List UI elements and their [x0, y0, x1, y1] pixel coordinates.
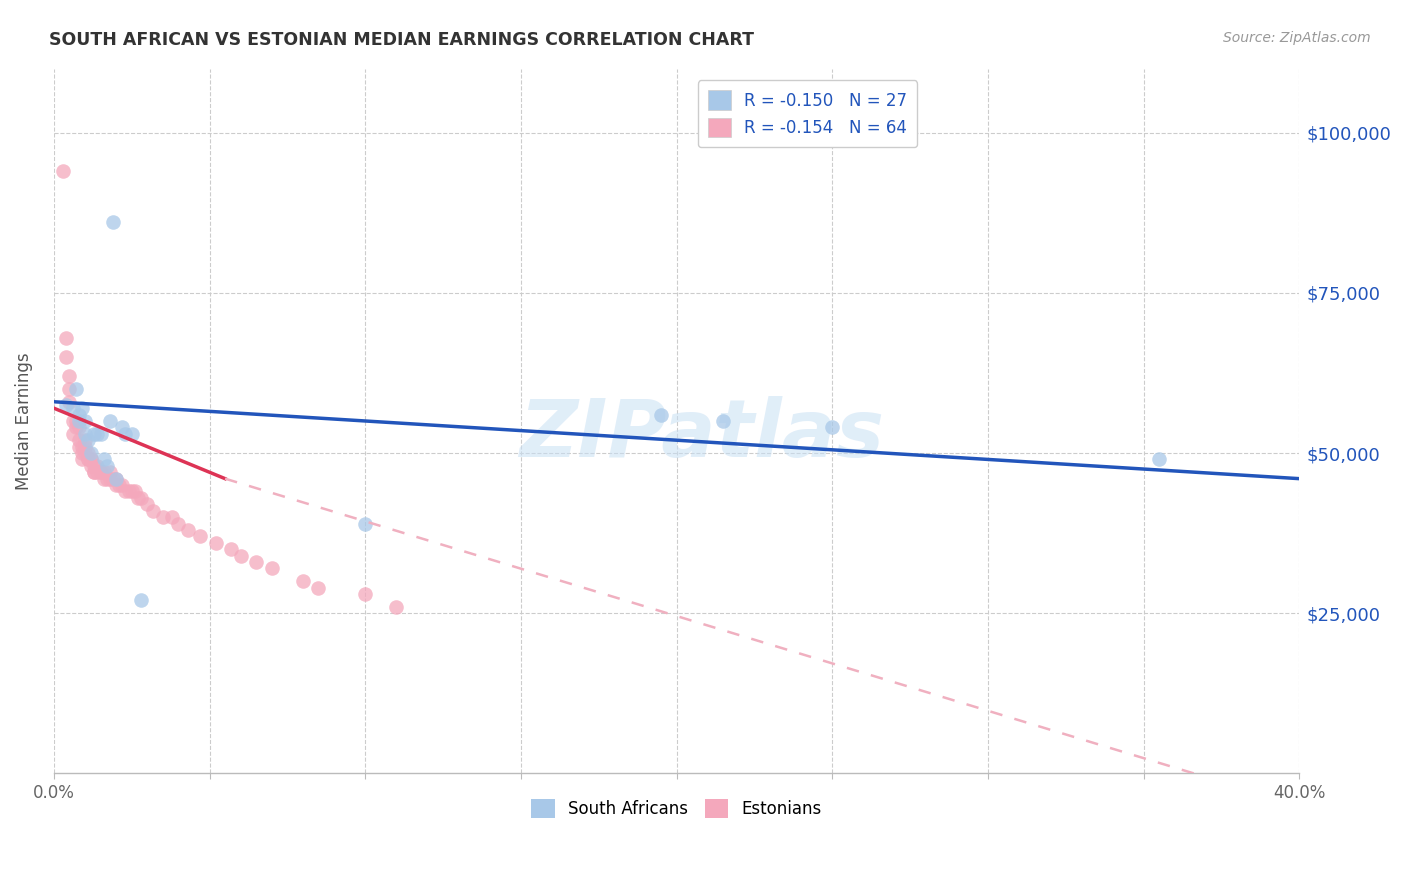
- Point: [711, 414, 734, 428]
- Point: [90, 426, 112, 441]
- Point: [67, 433, 90, 447]
- Point: [83, 458, 105, 473]
- Point: [98, 465, 121, 479]
- Point: [204, 535, 226, 549]
- Point: [58, 394, 80, 409]
- Point: [67, 414, 90, 428]
- Point: [142, 504, 165, 518]
- Point: [105, 478, 128, 492]
- Point: [83, 426, 105, 441]
- Point: [62, 401, 84, 416]
- Point: [77, 452, 100, 467]
- Point: [90, 465, 112, 479]
- Point: [90, 465, 112, 479]
- Point: [291, 574, 314, 589]
- Point: [86, 465, 108, 479]
- Point: [188, 529, 211, 543]
- Text: ZIPatlas: ZIPatlas: [519, 396, 884, 474]
- Point: [93, 465, 115, 479]
- Point: [111, 478, 134, 492]
- Point: [152, 510, 174, 524]
- Point: [129, 491, 152, 505]
- Point: [62, 426, 84, 441]
- Point: [86, 458, 108, 473]
- Point: [124, 484, 146, 499]
- Point: [177, 523, 200, 537]
- Point: [58, 369, 80, 384]
- Point: [229, 549, 252, 563]
- Point: [86, 426, 108, 441]
- Point: [93, 452, 115, 467]
- Point: [67, 440, 90, 454]
- Point: [1147, 452, 1170, 467]
- Point: [70, 401, 93, 416]
- Y-axis label: Median Earnings: Median Earnings: [15, 352, 32, 490]
- Point: [73, 426, 96, 441]
- Point: [385, 599, 408, 614]
- Point: [65, 414, 87, 428]
- Point: [96, 458, 118, 473]
- Point: [96, 472, 118, 486]
- Point: [83, 465, 105, 479]
- Point: [83, 465, 105, 479]
- Point: [55, 331, 77, 345]
- Point: [98, 472, 121, 486]
- Point: [101, 472, 124, 486]
- Point: [73, 446, 96, 460]
- Point: [101, 215, 124, 229]
- Point: [55, 398, 77, 412]
- Point: [70, 452, 93, 467]
- Point: [245, 555, 267, 569]
- Point: [167, 516, 190, 531]
- Point: [73, 440, 96, 454]
- Point: [77, 433, 100, 447]
- Point: [127, 491, 149, 505]
- Point: [70, 446, 93, 460]
- Point: [160, 510, 183, 524]
- Point: [105, 472, 128, 486]
- Point: [65, 420, 87, 434]
- Point: [65, 382, 87, 396]
- Point: [77, 452, 100, 467]
- Point: [136, 497, 159, 511]
- Point: [111, 420, 134, 434]
- Point: [77, 446, 100, 460]
- Point: [108, 478, 131, 492]
- Point: [73, 414, 96, 428]
- Point: [67, 408, 90, 422]
- Text: SOUTH AFRICAN VS ESTONIAN MEDIAN EARNINGS CORRELATION CHART: SOUTH AFRICAN VS ESTONIAN MEDIAN EARNING…: [49, 31, 754, 49]
- Point: [73, 433, 96, 447]
- Point: [354, 516, 377, 531]
- Point: [80, 452, 103, 467]
- Point: [52, 164, 75, 178]
- Point: [105, 472, 128, 486]
- Point: [821, 420, 844, 434]
- Point: [260, 561, 283, 575]
- Legend: South Africans, Estonians: South Africans, Estonians: [524, 792, 828, 825]
- Text: Source: ZipAtlas.com: Source: ZipAtlas.com: [1223, 31, 1371, 45]
- Point: [129, 593, 152, 607]
- Point: [121, 484, 143, 499]
- Point: [93, 472, 115, 486]
- Point: [62, 414, 84, 428]
- Point: [98, 414, 121, 428]
- Point: [354, 587, 377, 601]
- Point: [114, 426, 136, 441]
- Point: [121, 426, 143, 441]
- Point: [58, 382, 80, 396]
- Point: [80, 452, 103, 467]
- Point: [67, 420, 90, 434]
- Point: [117, 484, 139, 499]
- Point: [70, 440, 93, 454]
- Point: [55, 350, 77, 364]
- Point: [650, 408, 672, 422]
- Point: [80, 446, 103, 460]
- Point: [80, 458, 103, 473]
- Point: [308, 581, 330, 595]
- Point: [114, 484, 136, 499]
- Point: [221, 542, 243, 557]
